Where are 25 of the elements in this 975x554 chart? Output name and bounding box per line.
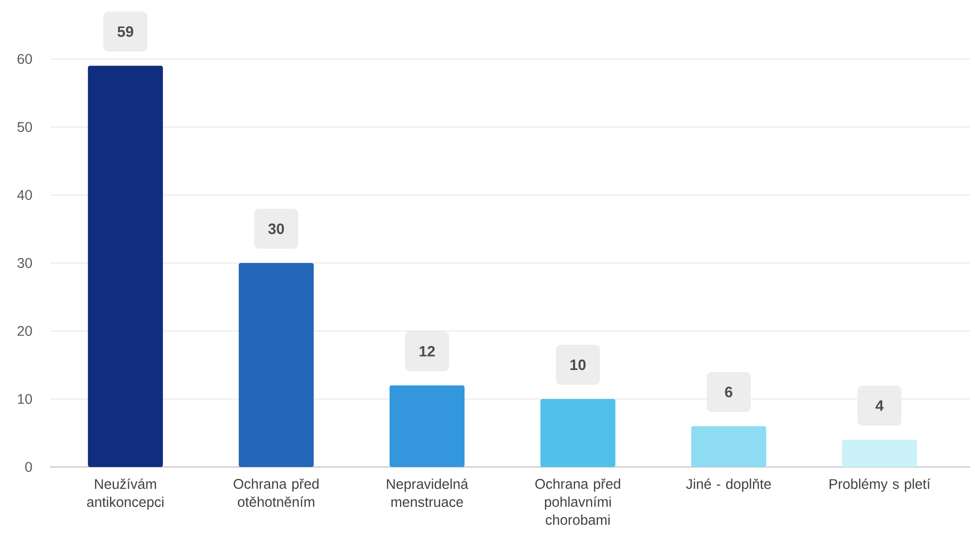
bar: [390, 385, 465, 467]
y-tick-label: 20: [18, 326, 32, 336]
x-tick-label: Ochrana před otěhotněním: [234, 478, 319, 507]
data-label: 12: [420, 346, 435, 356]
y-tick-label: 10: [18, 394, 32, 404]
y-tick-label: 40: [17, 190, 32, 200]
x-tick-label: Neužívám antikoncepci: [87, 478, 164, 510]
bar: [691, 426, 766, 467]
y-tick-label: 30: [17, 258, 32, 268]
bar: [842, 440, 918, 467]
data-label: 4: [876, 400, 884, 411]
bar: [540, 398, 616, 467]
data-label: 59: [118, 26, 134, 37]
y-tick-label: 60: [18, 54, 32, 64]
data-label: 30: [268, 223, 284, 234]
x-tick-label: Ochrana před pohlavními chorobami: [535, 478, 620, 525]
data-label: 10: [570, 359, 586, 370]
data-label: 6: [725, 386, 732, 398]
bar: [88, 66, 163, 467]
bar: [238, 262, 314, 467]
x-tick-label: Nepravidelná menstruace: [386, 478, 468, 507]
y-tick-label: 50: [17, 122, 32, 132]
y-tick-label: 0: [25, 462, 32, 472]
x-tick-label: Problémy s pletí: [830, 478, 930, 492]
x-tick-label: Jiné - doplňte: [686, 478, 771, 492]
